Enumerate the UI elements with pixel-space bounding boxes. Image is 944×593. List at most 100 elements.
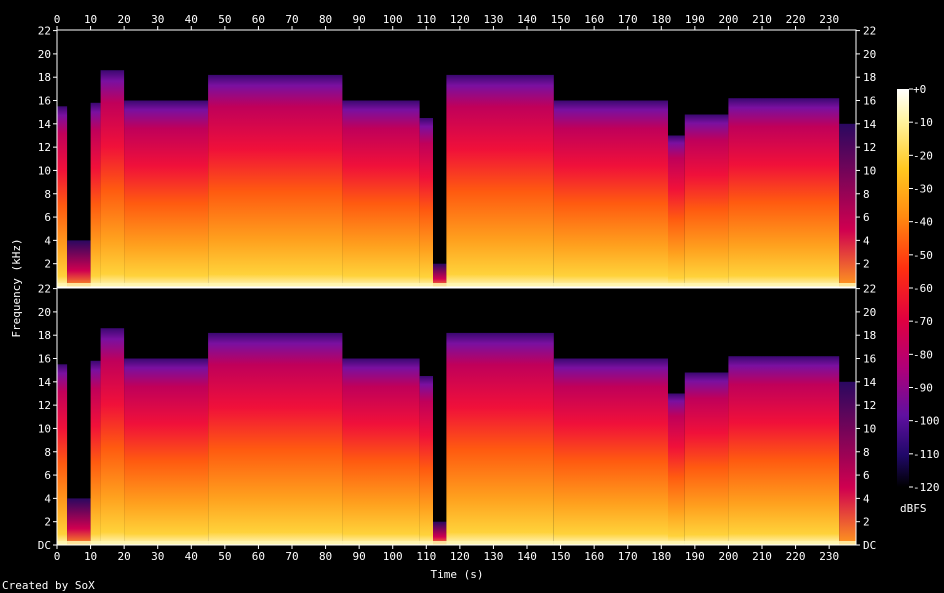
channel-2-segment-9: [433, 521, 447, 545]
x-tick-label-top: 20: [118, 13, 131, 26]
channel-1-segment-8: [419, 118, 433, 287]
colorbar-tick-label: -100: [913, 415, 940, 428]
channel-1-segment-3: [90, 102, 101, 287]
x-tick-label-top: 120: [450, 13, 470, 26]
y-tick-label-left: 14: [38, 118, 52, 131]
x-tick-label-top: 60: [252, 13, 265, 26]
y-tick-label-left: 4: [44, 234, 51, 247]
x-tick-label-top: 80: [319, 13, 332, 26]
x-tick-label-bottom: 20: [118, 550, 131, 563]
y-tick-label-left: 20: [38, 48, 51, 61]
created-by-footer: Created by SoX: [2, 579, 95, 592]
colorbar-tick-label: -70: [913, 315, 933, 328]
x-tick-label-bottom: 190: [685, 550, 705, 563]
y-tick-label-right: 10: [863, 164, 876, 177]
colorbar-label: dBFS: [900, 502, 927, 515]
x-tick-label-bottom: 150: [551, 550, 571, 563]
x-tick-label-top: 200: [718, 13, 738, 26]
x-tick-label-bottom: 10: [84, 550, 97, 563]
channel-1-segment-12: [668, 135, 685, 287]
x-tick-label-bottom: 220: [786, 550, 806, 563]
y-tick-label-right: 6: [863, 211, 870, 224]
y-tick-label-right: 20: [863, 48, 876, 61]
channel-2-segment-4: [100, 328, 125, 545]
y-tick-label-right: 10: [863, 422, 876, 435]
y-tick-label-left: 22: [38, 25, 51, 38]
channel-1-segment-1: [57, 106, 68, 287]
x-tick-label-bottom: 230: [819, 550, 839, 563]
y-tick-label-right: 14: [863, 376, 877, 389]
channel-2-segment-8: [419, 376, 433, 545]
y-tick-label-left: 16: [38, 353, 51, 366]
y-tick-label-right: 22: [863, 25, 876, 38]
channel-1-segment-13: [684, 114, 729, 287]
y-tick-label-left: 16: [38, 95, 51, 108]
channel-1-segment-14: [728, 98, 840, 287]
x-tick-label-top: 0: [54, 13, 61, 26]
channel-1-frame: [56, 29, 857, 288]
x-tick-label-bottom: 50: [218, 550, 231, 563]
colorbar-tick-label: -60: [913, 282, 933, 295]
x-tick-label-top: 110: [416, 13, 436, 26]
x-tick-label-bottom: 30: [151, 550, 164, 563]
y-tick-label-left: 22: [38, 283, 51, 296]
x-tick-label-bottom: 130: [483, 550, 503, 563]
y-tick-label-right: 4: [863, 492, 870, 505]
colorbar-tick-label: -10: [913, 116, 933, 129]
colorbar-ticks: +0 -10 -20 -30 -40 -50 -60 -70 -80 -90 -100 -110 -12…: [909, 83, 940, 494]
channel-1-segment-7: [342, 100, 420, 287]
x-tick-label-top: 160: [584, 13, 604, 26]
colorbar-tick-label: -20: [913, 149, 933, 162]
x-tick-label-bottom: 100: [383, 550, 403, 563]
y-tick-label-right: 20: [863, 306, 876, 319]
y-tick-label-left: 10: [38, 164, 51, 177]
y-tick-label-right: 8: [863, 188, 870, 201]
x-tick-label-top: 130: [483, 13, 503, 26]
x-tick-label-top: 140: [517, 13, 537, 26]
channel-2-segment-3: [90, 360, 101, 545]
channel-1-segment-6: [208, 74, 343, 288]
colorbar-tick-label: -110: [913, 448, 940, 461]
y-tick-label-right: 22: [863, 283, 876, 296]
channel-2-segment-14: [728, 356, 840, 545]
y-tick-label-left: 8: [44, 188, 51, 201]
x-tick-label-bottom: 70: [285, 550, 298, 563]
y-tick-label-right: 18: [863, 329, 876, 342]
colorbar-tick-label: -80: [913, 348, 933, 361]
x-tick-label-bottom: 160: [584, 550, 604, 563]
x-tick-label-bottom: 40: [185, 550, 198, 563]
x-tick-label-bottom: 210: [752, 550, 772, 563]
x-tick-label-bottom: 140: [517, 550, 537, 563]
x-tick-label-top: 230: [819, 13, 839, 26]
x-tick-label-top: 190: [685, 13, 705, 26]
x-tick-label-top: 150: [551, 13, 571, 26]
y-tick-label-left: 2: [44, 516, 51, 529]
y-tick-label-left: 20: [38, 306, 51, 319]
channel-1-dc-band: [57, 283, 856, 287]
channel-2-segment-6: [208, 332, 343, 545]
x-axis-label: Time (s): [431, 568, 484, 581]
channel-2-segment-1: [57, 364, 68, 545]
y-tick-label-right: 2: [863, 258, 870, 271]
y-tick-label-right: 8: [863, 446, 870, 459]
channel-1-segment-11: [553, 100, 668, 287]
y-tick-label-left: 2: [44, 258, 51, 271]
x-tick-label-bottom: 60: [252, 550, 265, 563]
y-tick-label-right: 2: [863, 516, 870, 529]
y-axis-label: Frequency (kHz): [10, 238, 23, 337]
channel-1-segment-2: [67, 240, 91, 287]
y-tick-label-left: 18: [38, 329, 51, 342]
x-tick-label-bottom: 170: [618, 550, 638, 563]
y-tick-label-right: 16: [863, 353, 876, 366]
y-tick-label-left: 12: [38, 399, 51, 412]
x-tick-label-bottom: 200: [718, 550, 738, 563]
x-tick-label-top: 180: [651, 13, 671, 26]
y-tick-label-left: 10: [38, 422, 51, 435]
channel-2-segment-12: [668, 393, 685, 545]
x-tick-label-top: 50: [218, 13, 231, 26]
channel-2-segment-5: [124, 358, 208, 545]
spectrogram-panels: [57, 30, 856, 545]
colorbar-tick-label: -40: [913, 216, 933, 229]
